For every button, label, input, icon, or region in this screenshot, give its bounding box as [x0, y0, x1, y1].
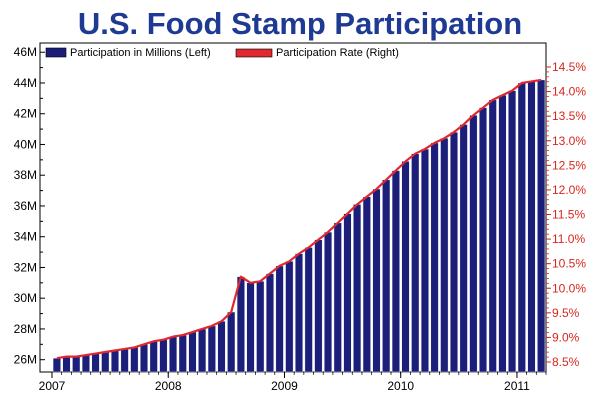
left-tick-label: 32M [14, 260, 37, 274]
bar-2010-03 [420, 148, 429, 373]
left-tick-label: 40M [14, 137, 37, 151]
bar-2009-11 [382, 179, 391, 373]
bars-layer [52, 79, 546, 373]
left-tick-label: 46M [14, 45, 37, 59]
bar-2007-09 [130, 347, 139, 373]
legend-label-bars: Participation in Millions (Left) [70, 47, 211, 59]
bar-2009-04 [314, 239, 323, 373]
bar-2010-12 [508, 90, 517, 373]
left-tick-label: 42M [14, 107, 37, 121]
bar-2009-08 [353, 204, 362, 373]
bar-2010-08 [469, 115, 478, 373]
x-tick-label: 2011 [504, 379, 530, 393]
x-tick-label: 2007 [39, 379, 66, 393]
left-tick-label: 36M [14, 199, 37, 213]
bar-2011-03 [537, 79, 546, 373]
right-tick-label: 10.0% [552, 281, 586, 295]
bar-2010-05 [440, 138, 449, 373]
bar-2007-06 [101, 351, 110, 373]
right-tick-label: 9.5% [552, 306, 580, 320]
legend: Participation in Millions (Left) Partici… [45, 47, 399, 59]
right-tick-label: 14.0% [552, 85, 586, 99]
bar-2008-05 [207, 325, 216, 373]
bar-2007-12 [159, 339, 168, 373]
x-tick-label: 2010 [387, 379, 414, 393]
left-tick-label: 34M [14, 230, 37, 244]
bar-2009-06 [333, 222, 342, 373]
bar-2008-03 [188, 331, 197, 373]
left-tick-label: 44M [14, 76, 37, 90]
bar-2010-02 [411, 153, 420, 373]
right-tick-label: 8.5% [552, 355, 580, 369]
right-tick-label: 11.0% [552, 232, 585, 246]
bar-2007-07 [110, 350, 119, 373]
left-tick-label: 26M [14, 353, 37, 367]
bar-2007-08 [120, 348, 129, 373]
bar-2007-04 [81, 354, 90, 373]
bar-2010-01 [401, 161, 410, 373]
bar-2010-07 [459, 124, 468, 373]
chart-title: U.S. Food Stamp Participation [78, 6, 522, 41]
bar-2011-02 [527, 81, 536, 373]
bar-2009-09 [362, 196, 371, 373]
legend-label-line: Participation Rate (Right) [276, 47, 399, 59]
bar-2010-04 [430, 142, 439, 373]
bar-2008-08 [236, 276, 245, 373]
bar-2010-09 [479, 107, 488, 373]
legend-swatch-line [235, 48, 273, 58]
bar-2008-11 [265, 273, 274, 373]
right-tick-label: 12.0% [552, 183, 586, 197]
bar-2010-10 [488, 99, 497, 373]
bar-2011-01 [517, 82, 526, 373]
bar-2009-03 [304, 247, 313, 373]
bar-2009-01 [285, 261, 294, 373]
left-tick-label: 30M [14, 291, 37, 305]
legend-swatch-bars [45, 47, 67, 58]
right-tick-label: 13.0% [552, 134, 586, 148]
bar-2008-10 [256, 281, 265, 373]
bar-2008-01 [169, 336, 178, 373]
x-tick-label: 2009 [271, 379, 298, 393]
participation-rate-line [56, 78, 542, 360]
bar-2009-10 [372, 188, 381, 373]
bar-2008-12 [275, 265, 284, 373]
x-axis: 2007 2008 2009 2010 2011 [39, 372, 547, 393]
bar-2007-01 [52, 357, 61, 373]
bar-2008-02 [178, 334, 187, 373]
bar-2009-12 [391, 170, 400, 373]
bar-2008-06 [217, 321, 226, 373]
bar-2010-11 [498, 95, 507, 373]
bar-2010-06 [450, 131, 458, 373]
bar-2007-02 [62, 356, 71, 373]
left-axis: 26M 28M 30M 32M 34M 36M 38M 40M 42M 44M 46M [14, 45, 45, 367]
right-tick-label: 13.5% [552, 109, 586, 123]
right-tick-label: 10.5% [552, 257, 586, 271]
bar-2008-07 [227, 311, 236, 373]
right-tick-label: 14.5% [552, 60, 586, 74]
bar-2008-04 [198, 328, 207, 373]
left-tick-label: 38M [14, 168, 37, 182]
bar-2009-05 [324, 231, 333, 373]
bar-2008-09 [246, 282, 255, 373]
right-tick-label: 12.5% [552, 158, 586, 172]
bar-2007-11 [149, 341, 158, 373]
bar-2009-07 [343, 213, 352, 373]
right-axis: 8.5% 9.0% 9.5% 10.0% 10.5% 11.0% 11.5% 12.0% 12.… [546, 60, 586, 369]
line-layer [56, 78, 542, 360]
bar-2007-10 [140, 344, 149, 373]
bar-2007-05 [91, 353, 100, 373]
left-tick-label: 28M [14, 322, 37, 336]
right-tick-label: 9.0% [552, 330, 580, 344]
x-tick-label: 2008 [155, 379, 182, 393]
bar-2007-03 [72, 356, 81, 373]
right-tick-label: 11.5% [552, 208, 585, 222]
bar-2009-02 [295, 253, 303, 373]
